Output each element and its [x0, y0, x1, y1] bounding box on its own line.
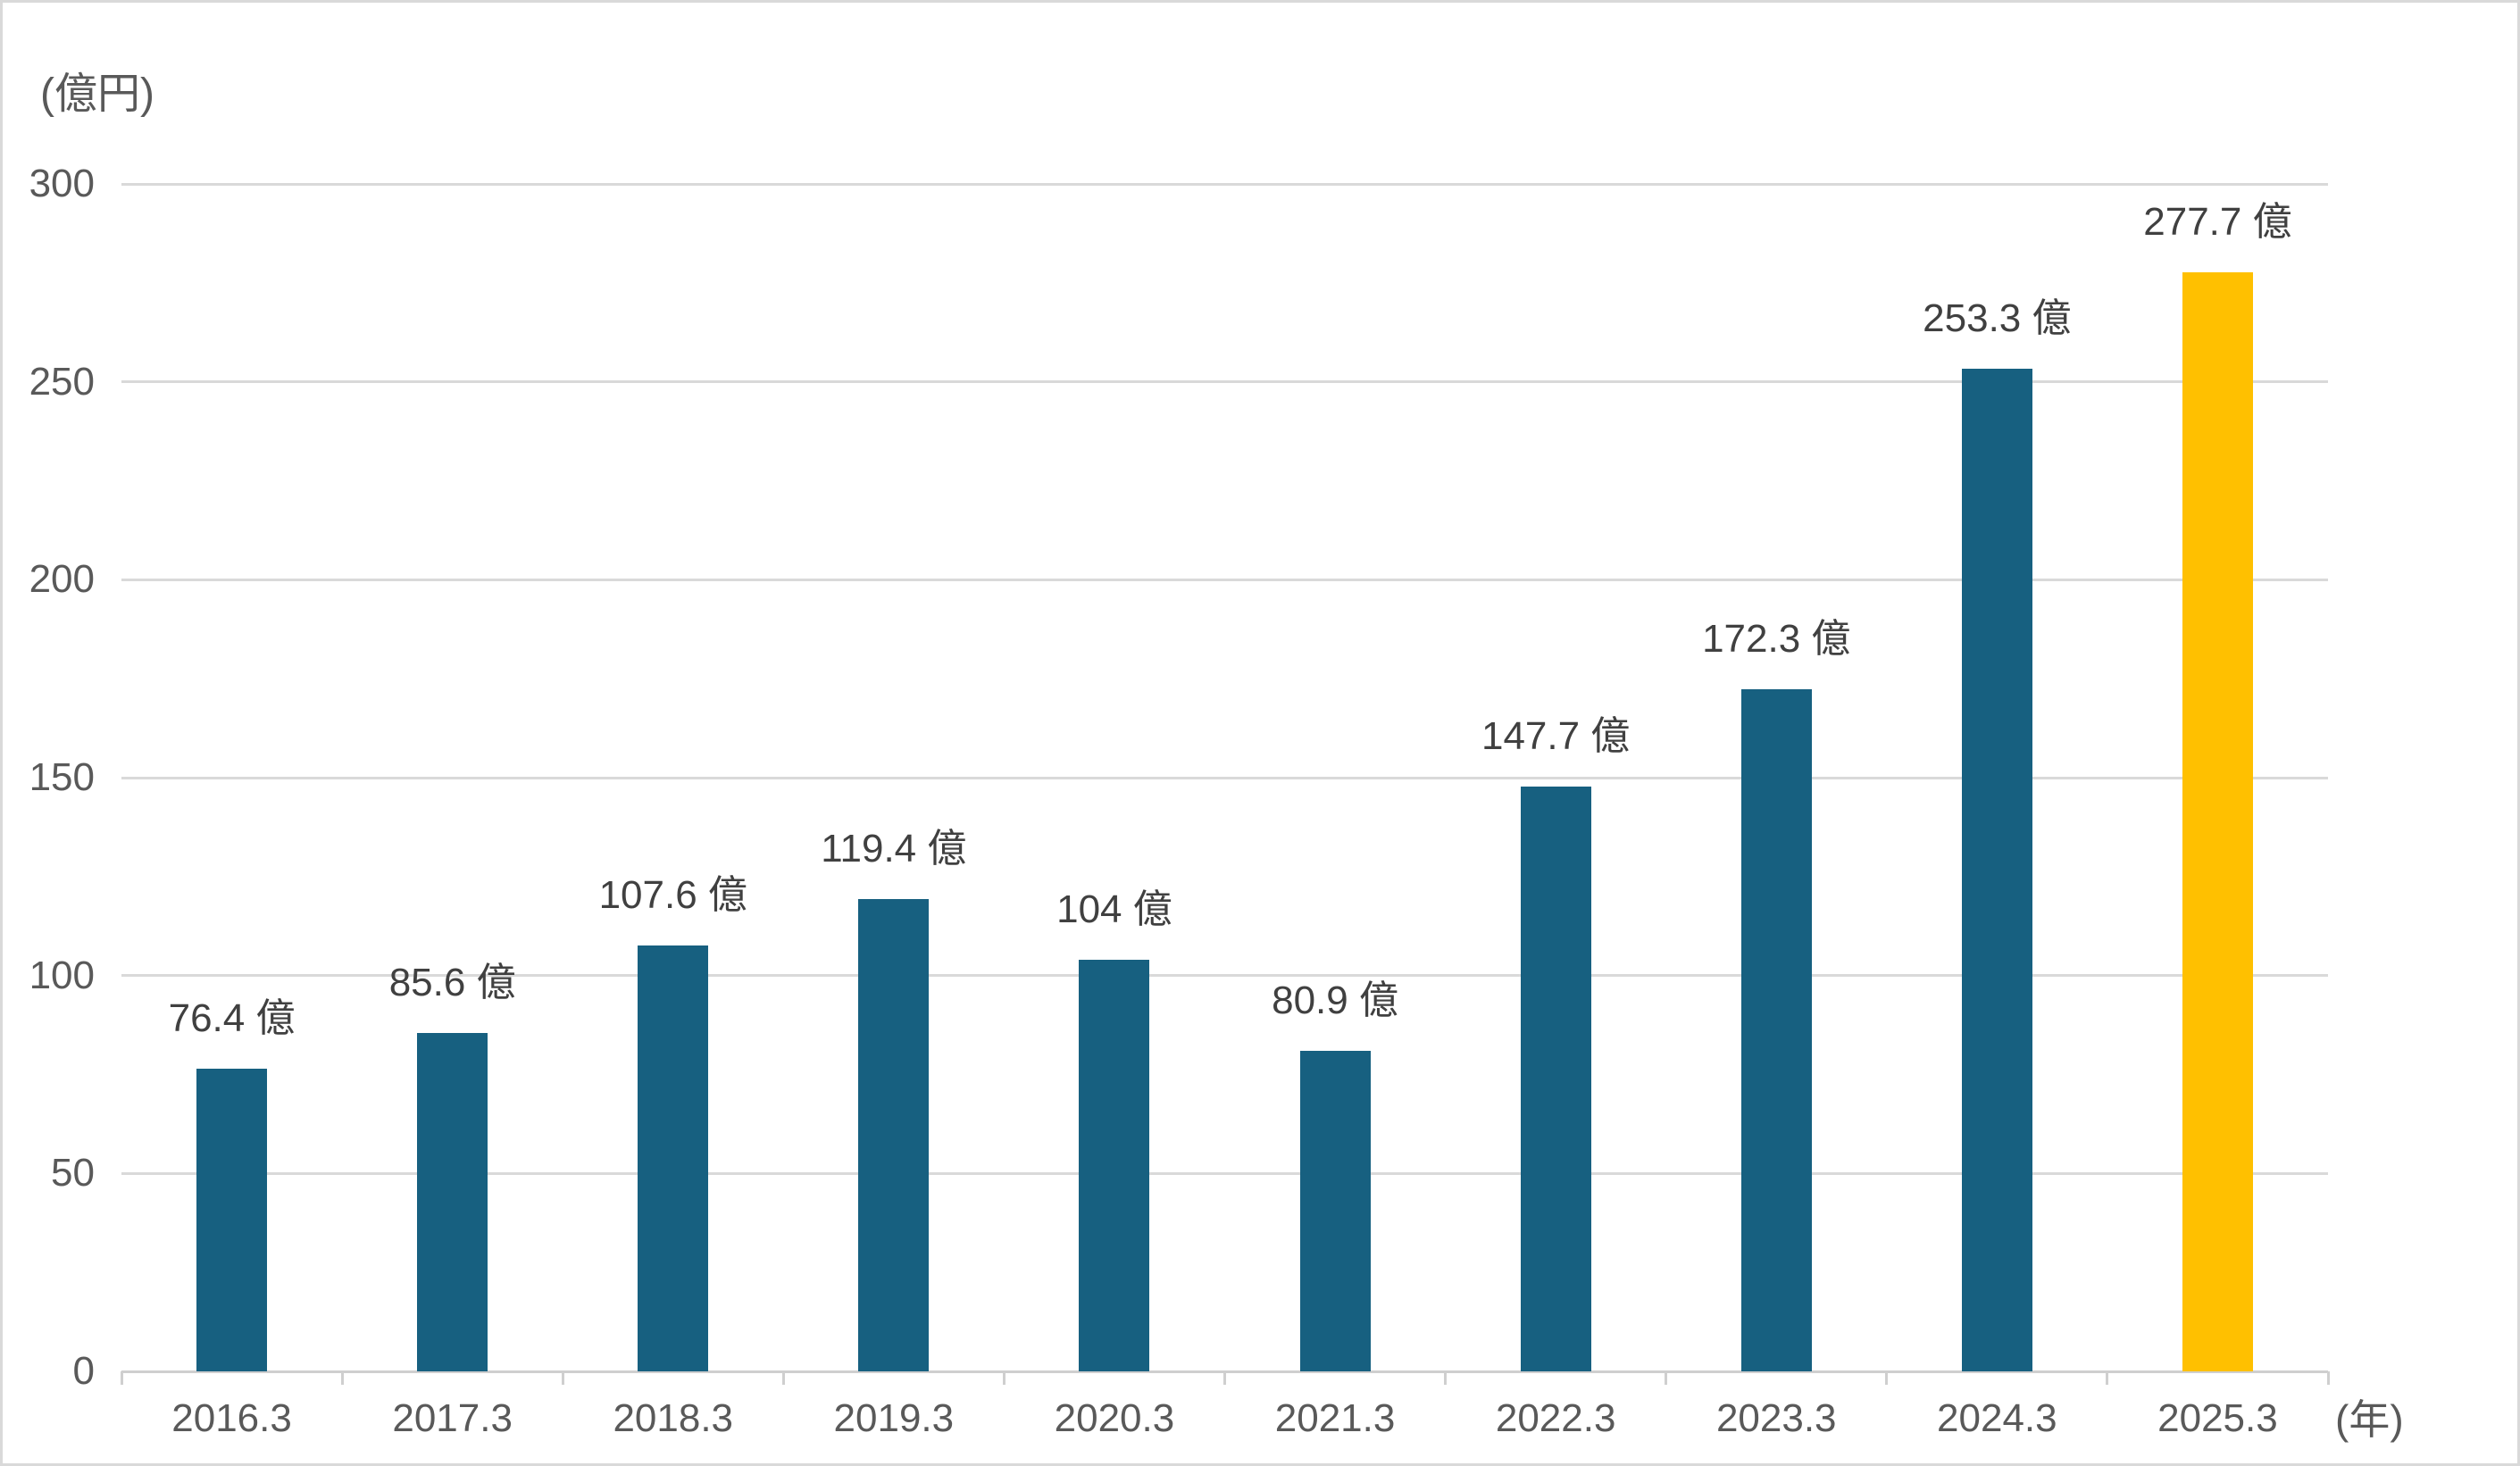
gridline-150	[121, 776, 2328, 779]
x-axis-tick	[340, 1371, 344, 1385]
bar-value-label-2016.3: 76.4 億	[168, 996, 296, 1041]
bar-value-label-2021.3: 80.9 億	[1272, 979, 1398, 1023]
x-tick-label-2025.3: 2025.3	[2157, 1396, 2278, 1440]
bar-value-label-2017.3: 85.6 億	[388, 960, 516, 1004]
bar-2022.3	[1520, 787, 1591, 1371]
x-axis-tick	[2106, 1371, 2109, 1385]
x-tick-label-2022.3: 2022.3	[1495, 1396, 1616, 1440]
x-axis-tick	[781, 1371, 785, 1385]
bar-value-label-2022.3: 147.7 億	[1481, 714, 1631, 759]
bar-value-label-2025.3: 277.7 億	[2143, 199, 2292, 244]
y-tick-label-200: 200	[29, 557, 95, 602]
bar-2020.3	[1079, 959, 1150, 1371]
x-axis-tick	[2326, 1371, 2330, 1385]
bar-2024.3	[1961, 369, 2032, 1371]
gridline-250	[121, 380, 2328, 384]
plot-area: 0 50 100 150 200 250 300 76.4 億 2016.3 85.6 億 2017…	[3, 3, 2517, 1463]
x-axis-unit-label: (年)	[2335, 1396, 2404, 1443]
gridline-100	[121, 974, 2328, 978]
y-tick-label-250: 250	[29, 359, 95, 404]
bar-value-label-2023.3: 172.3 億	[1702, 617, 1851, 662]
x-tick-label-2023.3: 2023.3	[1715, 1396, 1837, 1440]
bar-2025.3	[2182, 271, 2253, 1371]
x-axis-tick	[1223, 1371, 1226, 1385]
y-tick-label-100: 100	[29, 953, 95, 997]
x-tick-label-2020.3: 2020.3	[1054, 1396, 1175, 1440]
x-axis-tick	[120, 1371, 123, 1385]
y-tick-label-0: 0	[72, 1349, 95, 1393]
x-tick-label-2024.3: 2024.3	[1937, 1396, 2057, 1440]
gridline-300	[121, 182, 2328, 186]
bar-2017.3	[417, 1032, 488, 1371]
bar-value-label-2018.3: 107.6 億	[598, 872, 747, 917]
y-tick-label-150: 150	[29, 755, 95, 799]
x-axis-tick	[1885, 1371, 1889, 1385]
x-tick-label-2016.3: 2016.3	[171, 1396, 292, 1440]
x-tick-label-2019.3: 2019.3	[833, 1396, 955, 1440]
bar-2021.3	[1299, 1051, 1371, 1371]
bar-value-label-2024.3: 253.3 億	[1923, 296, 2072, 341]
gridline-50	[121, 1171, 2328, 1175]
x-axis-tick	[561, 1371, 564, 1385]
y-tick-label-50: 50	[51, 1151, 95, 1195]
y-axis-unit-label: (億円)	[40, 71, 154, 118]
x-tick-label-2018.3: 2018.3	[613, 1396, 734, 1440]
bar-2016.3	[196, 1069, 268, 1371]
x-axis-tick	[1665, 1371, 1668, 1385]
bar-value-label-2020.3: 104 億	[1056, 887, 1172, 931]
bar-2019.3	[858, 898, 930, 1371]
x-axis-tick	[1444, 1371, 1448, 1385]
bar-value-label-2019.3: 119.4 億	[821, 826, 967, 870]
x-tick-label-2017.3: 2017.3	[392, 1396, 513, 1440]
bar-2023.3	[1740, 689, 1812, 1371]
x-tick-label-2021.3: 2021.3	[1274, 1396, 1396, 1440]
gridline-200	[121, 578, 2328, 581]
bar-2018.3	[638, 945, 709, 1371]
y-tick-label-300: 300	[29, 162, 95, 205]
x-axis-tick	[1002, 1371, 1005, 1385]
